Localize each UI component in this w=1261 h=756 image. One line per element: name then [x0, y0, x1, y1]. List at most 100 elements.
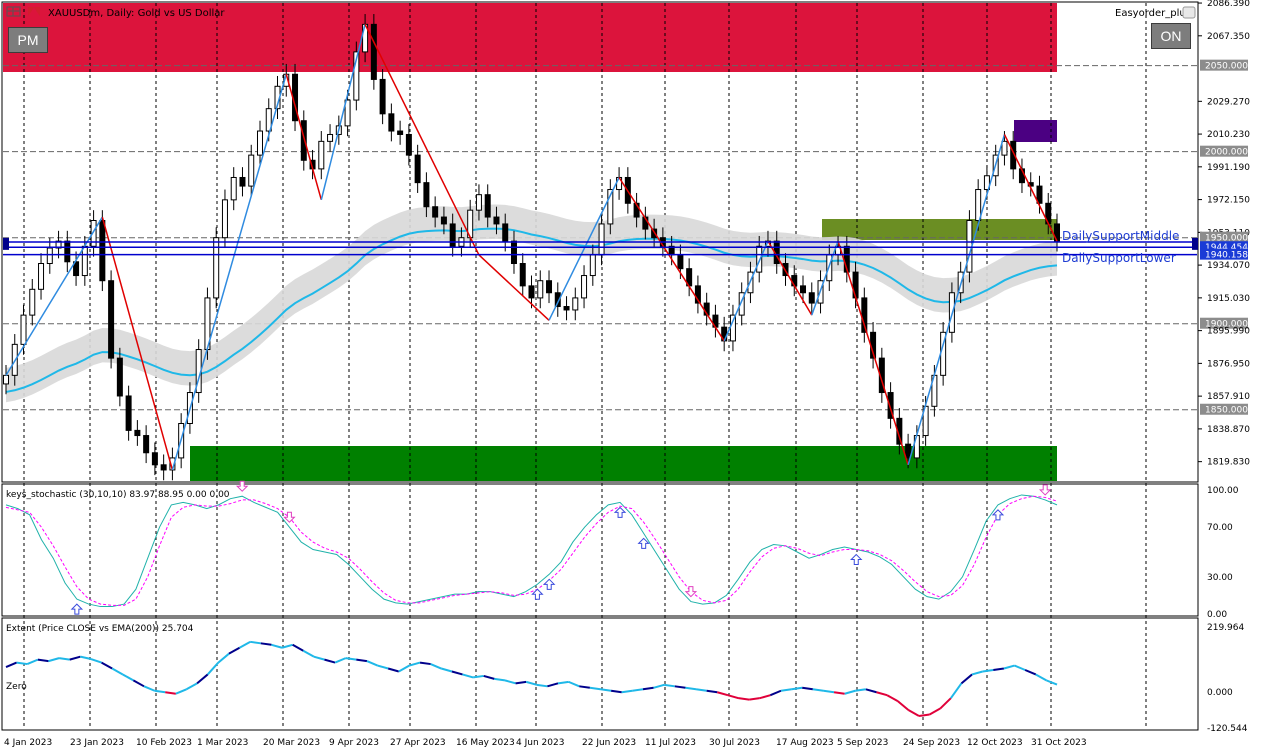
price-label-3: 2029.270	[1207, 97, 1250, 107]
extent-segment-23	[250, 640, 261, 645]
price-tag-18	[1200, 403, 1248, 415]
price-label-2: 2050.000	[1205, 62, 1248, 72]
chart-title: XAUUSDm, Daily: Gold vs US Dollar	[48, 8, 225, 19]
stochastic-tick-2: 30.00	[1207, 573, 1233, 583]
extent-segment-75	[802, 686, 813, 691]
extent-segment-10	[111, 667, 124, 676]
extent-segment-43	[462, 673, 474, 679]
price-tag-2	[1200, 59, 1248, 71]
price-label-5: 2000.000	[1205, 148, 1248, 158]
extent-segment-81	[865, 688, 877, 694]
candle-28	[248, 144, 255, 197]
pm-button[interactable]: PM	[8, 27, 48, 53]
extent-segment-85	[907, 709, 920, 717]
price-label-7: 1972.150	[1207, 196, 1250, 206]
extent-segment-98	[1046, 679, 1058, 686]
candle-58	[510, 230, 517, 274]
extent-segment-19	[206, 661, 220, 676]
zigzag-segment-10	[767, 240, 813, 316]
candles	[3, 14, 1060, 481]
extent-segment-77	[823, 689, 835, 694]
price-label-15: 1895.990	[1207, 327, 1250, 337]
candle-24	[213, 227, 220, 309]
candle-42	[370, 14, 377, 90]
extent-segment-83	[886, 694, 899, 703]
candle-57	[502, 213, 509, 252]
extent-segment-30	[324, 658, 336, 664]
extent-segment-87	[929, 707, 941, 716]
price-label-1: 2067.350	[1207, 32, 1250, 42]
stochastic-tick-1: 70.00	[1207, 523, 1233, 533]
extent-segment-29	[313, 655, 325, 661]
date-label-16: 31 Oct 2023	[1031, 738, 1087, 748]
candle-14	[125, 385, 132, 441]
candle-43	[379, 69, 386, 125]
extent-segment-39	[419, 661, 431, 666]
date-axis: 4 Jan 2023 23 Jan 2023 10 Feb 2023 1 Mar 20…	[4, 738, 1087, 748]
stochastic-main-line	[5, 494, 1058, 608]
support-middle-label: DailySupportMiddle	[1062, 229, 1179, 243]
candle-50	[440, 206, 447, 235]
price-tag-14	[1200, 317, 1248, 329]
extent-segment-50	[536, 683, 548, 688]
date-label-15: 12 Oct 2023	[967, 738, 1023, 748]
extent-segment-54	[579, 685, 591, 689]
supply-zone	[3, 3, 1057, 72]
candle-8	[73, 251, 80, 286]
date-label-13: 5 Sep 2023	[837, 738, 888, 748]
candle-11	[99, 210, 106, 292]
buy-arrow-icon-3	[613, 506, 627, 518]
candle-63	[554, 282, 561, 317]
candle-3	[29, 278, 36, 326]
extent-segment-79	[844, 689, 856, 695]
extent-segment-72	[769, 689, 782, 697]
robot-icon[interactable]	[1182, 6, 1196, 19]
extent-segment-37	[398, 664, 410, 673]
extent-segment-53	[568, 680, 580, 688]
extent-segment-1	[16, 661, 28, 666]
extent-segment-65	[695, 688, 707, 692]
extent-segment-24	[260, 642, 272, 646]
price-label-16: 1876.950	[1207, 359, 1250, 369]
extent-panel[interactable]	[1, 617, 1199, 731]
candle-51	[449, 213, 456, 257]
buy-arrow-icon-5	[850, 553, 863, 566]
candle-34	[300, 110, 307, 171]
candle-7	[64, 230, 71, 273]
extent-tick-0: 219.964	[1207, 623, 1244, 633]
extent-tick-2: -120.544	[1207, 724, 1248, 734]
extent-segment-48	[515, 680, 527, 685]
ea-label: Easyorder_plus	[1115, 8, 1191, 19]
buy-arrow-icon-1	[531, 588, 544, 600]
candle-49	[432, 196, 439, 228]
extent-segment-3	[37, 658, 49, 663]
extent-segment-0	[5, 661, 18, 668]
extent-segment-12	[132, 679, 145, 688]
extent-segment-25	[271, 643, 283, 649]
flag-icon	[28, 7, 34, 16]
candle-59	[519, 253, 526, 297]
zigzag-segment-12	[837, 240, 909, 466]
extent-segment-35	[377, 664, 389, 670]
extent-segment-76	[812, 688, 824, 692]
extent-segment-96	[1024, 669, 1037, 676]
on-button[interactable]: ON	[1151, 23, 1191, 49]
price-label-4: 2010.230	[1207, 130, 1250, 140]
extent-segment-88	[939, 697, 952, 710]
price-label-18: 1850.000	[1205, 406, 1248, 416]
extent-segment-41	[440, 667, 453, 673]
extent-segment-86	[918, 713, 930, 717]
extent-segment-60	[642, 686, 654, 691]
price-label-11: 1940.158	[1205, 251, 1248, 261]
extent-segment-6	[69, 655, 81, 661]
extent-segment-64	[685, 686, 697, 691]
extent-segment-59	[632, 688, 644, 692]
extent-line: 219.964 0.000 -120.544	[5, 623, 1248, 734]
candle-40	[353, 41, 360, 111]
extent-title: Extent (Price CLOSE vs EMA(200)) 25.704	[6, 624, 194, 634]
price-label-9: 1950.000	[1205, 234, 1248, 244]
extent-segment-21	[228, 646, 241, 655]
stochastic-panel[interactable]	[1, 483, 1199, 617]
